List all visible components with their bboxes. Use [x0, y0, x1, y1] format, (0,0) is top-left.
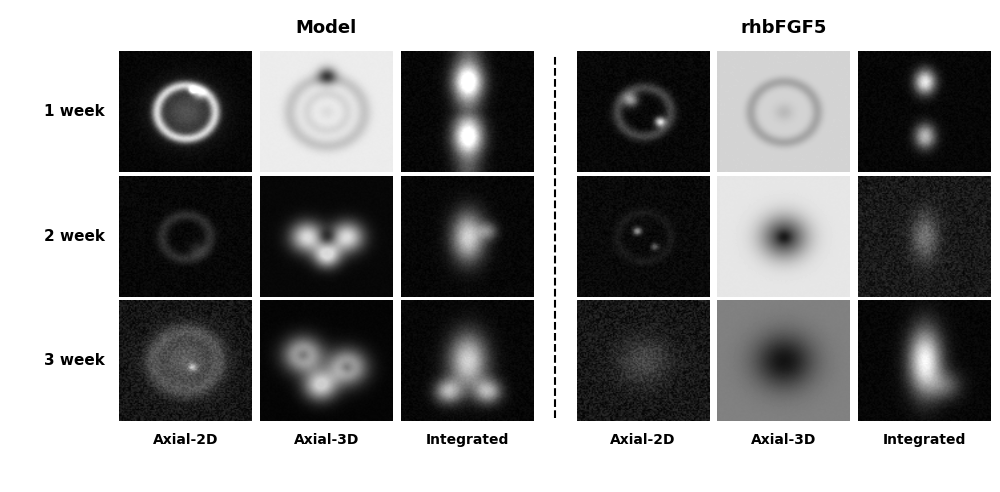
Text: 1 week: 1 week: [44, 104, 105, 119]
Text: 3 week: 3 week: [44, 353, 105, 369]
Text: rhbFGF5: rhbFGF5: [741, 19, 827, 37]
Text: Axial-3D: Axial-3D: [751, 433, 816, 447]
Text: Integrated: Integrated: [883, 433, 966, 447]
Text: Axial-2D: Axial-2D: [153, 433, 218, 447]
Text: Model: Model: [296, 19, 357, 37]
Text: Axial-3D: Axial-3D: [294, 433, 359, 447]
Text: Integrated: Integrated: [425, 433, 509, 447]
Text: 2 week: 2 week: [44, 229, 105, 244]
Text: Axial-2D: Axial-2D: [610, 433, 676, 447]
